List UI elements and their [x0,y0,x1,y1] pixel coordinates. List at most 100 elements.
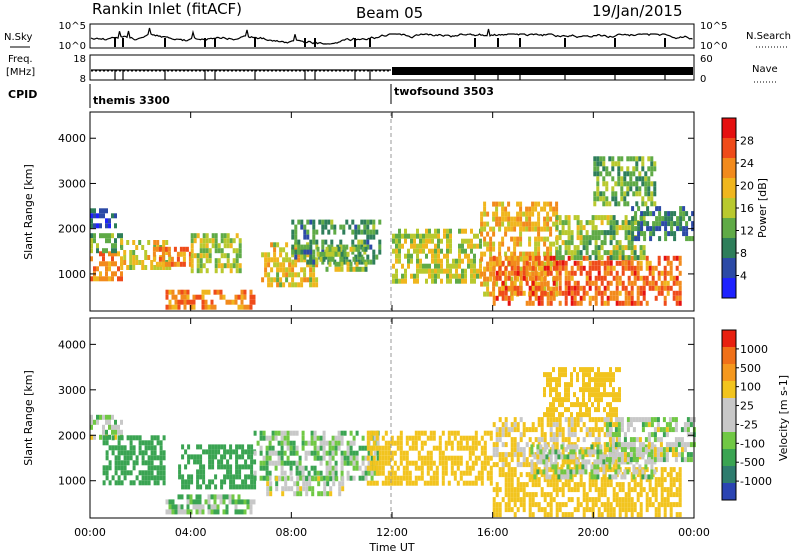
range-gate-cell [147,480,151,486]
range-gate-cell [153,240,157,245]
range-gate-cell [363,249,367,255]
range-gate-cell [600,492,604,498]
range-gate-cell [669,477,673,483]
range-gate-cell [291,282,295,288]
range-gate-cell [294,234,298,240]
range-gate-cell [207,499,211,505]
range-gate-cell [528,427,532,433]
range-gate-cell [390,470,394,476]
range-gate-cell [309,259,313,265]
range-gate-cell [498,457,502,463]
range-gate-cell [425,263,428,269]
range-gate-cell [639,482,643,488]
range-gate-cell [372,455,376,461]
range-gate-cell [399,460,403,466]
range-gate-cell [656,417,660,423]
nsky-tick-top: 10^5 [59,21,86,32]
range-gate-cell [396,480,400,486]
range-gate-cell [644,191,648,197]
range-gate-cell [459,445,463,451]
range-gate-cell [675,275,679,281]
range-gate-cell [355,465,359,471]
y-tick-label: 1000 [58,475,86,488]
range-gate-cell [141,480,145,486]
range-gate-cell [228,494,232,500]
range-gate-cell [614,452,618,458]
range-gate-cell [243,509,247,515]
range-gate-cell [663,512,667,518]
range-gate-cell [229,444,233,450]
range-gate-cell [93,276,96,282]
range-gate-cell [570,412,573,418]
y-tick-label: 2000 [58,223,86,236]
range-gate-cell [659,427,663,433]
range-gate-cell [320,491,324,497]
range-gate-cell [431,253,434,259]
range-gate-cell [615,397,618,403]
range-gate-cell [465,465,469,471]
range-gate-cell [542,469,546,475]
range-gate-cell [231,499,235,505]
range-gate-cell [584,469,588,475]
range-gate-cell [663,285,667,291]
colorbar-tick-label: -1000 [740,475,772,488]
range-gate-cell [274,460,278,466]
range-gate-cell [321,259,325,265]
range-gate-cell [337,266,341,272]
range-gate-cell [321,224,325,230]
range-gate-cell [507,467,511,473]
range-gate-cell [663,507,667,513]
range-gate-cell [612,235,616,241]
range-gate-cell [381,445,385,451]
range-gate-cell [632,474,636,480]
range-gate-cell [489,470,493,476]
range-gate-cell [564,502,568,508]
range-gate-cell [588,427,592,433]
range-gate-cell [480,435,484,441]
range-gate-cell [96,248,99,254]
range-gate-cell [273,277,277,283]
range-gate-cell [333,229,337,235]
range-gate-cell [609,482,613,488]
range-gate-cell [410,233,413,239]
range-gate-cell [363,229,367,235]
range-gate-cell [193,454,197,460]
range-gate-cell [614,201,618,207]
range-gate-cell [449,278,452,284]
range-gate-cell [688,216,692,222]
range-gate-cell [689,442,693,448]
range-gate-cell [417,475,421,481]
range-gate-cell [630,497,634,503]
range-gate-cell [530,469,534,475]
range-gate-cell [158,256,162,262]
range-gate-cell [114,248,117,254]
range-gate-cell [620,191,624,197]
range-gate-cell [570,290,574,296]
range-gate-cell [384,445,388,451]
range-gate-cell [675,280,679,286]
range-gate-cell [606,502,610,508]
range-gate-cell [105,414,108,420]
range-gate-cell [366,440,370,446]
range-gate-cell [634,211,638,217]
range-gate-cell [153,455,157,461]
range-gate-cell [608,447,612,453]
range-gate-cell [666,492,670,498]
range-gate-cell [543,216,547,222]
range-gate-cell [352,455,356,461]
range-gate-cell [632,447,636,453]
range-gate-cell [626,166,630,172]
range-gate-cell [366,254,370,260]
range-gate-cell [660,482,664,488]
range-gate-cell [546,382,549,388]
range-gate-cell [281,491,285,497]
range-gate-cell [643,231,647,237]
range-gate-cell [672,492,676,498]
range-gate-cell [600,392,603,398]
range-gate-cell [678,492,682,498]
range-gate-cell [637,221,641,227]
range-gate-cell [492,201,496,207]
range-gate-cell [582,382,585,388]
range-gate-cell [167,261,171,267]
range-gate-cell [534,221,538,227]
